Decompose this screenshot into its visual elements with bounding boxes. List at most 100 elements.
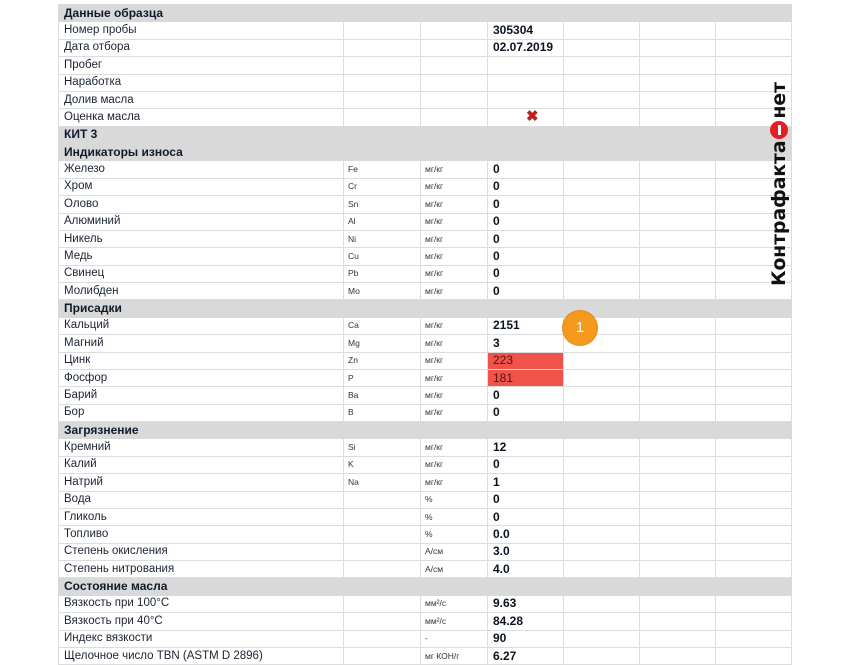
empty-cell [639, 281, 716, 301]
empty-cell [639, 525, 716, 544]
empty-cell [714, 473, 793, 492]
element-symbol: Fe [343, 160, 421, 179]
empty-cell [563, 264, 640, 284]
value-cell: 6.27 [487, 646, 564, 665]
empty-cell [563, 73, 640, 92]
table-row: Хром Cr мг/кг 0 [58, 177, 793, 197]
empty-cell [714, 21, 793, 40]
value-cell: 90 [487, 629, 564, 648]
unit-cell: мг/кг [420, 351, 488, 370]
row-label: Калий [58, 455, 344, 475]
empty-cell [714, 525, 793, 544]
section-header-row: Индикаторы износа [57, 142, 793, 162]
unit-cell: мг/кг [420, 160, 488, 179]
value-cell: 0 [487, 490, 564, 509]
highlighted-value-cell: 223 [487, 351, 564, 370]
value-cell: 0 [487, 264, 564, 284]
empty-cell [714, 351, 793, 370]
table-row: Кальций Ca мг/кг 2151 [58, 316, 793, 336]
table-row: Пробег [58, 56, 793, 75]
section-title: Данные образца [57, 3, 793, 23]
empty-cell [639, 368, 716, 388]
element-symbol: Ni [343, 229, 421, 249]
unit-cell: мг/кг [420, 212, 488, 231]
element-symbol: Zn [343, 351, 421, 370]
element-symbol: Ba [343, 386, 421, 405]
element-symbol: B [343, 403, 421, 423]
value-cell: 3 [487, 334, 564, 353]
empty-cell [563, 247, 640, 266]
section-header-row: Данные образца [57, 3, 793, 23]
unit-cell: мг/кг [420, 334, 488, 353]
unit-cell: % [420, 525, 488, 544]
row-label: Наработка [58, 73, 344, 92]
row-label: Алюминий [58, 212, 344, 231]
unit-cell: мг/кг [420, 455, 488, 475]
row-label: Гликоль [58, 507, 344, 527]
table-row: Вязкость при 40°C мм²/с 84.28 [58, 612, 793, 631]
element-symbol [343, 73, 421, 92]
value-cell: 0 [487, 403, 564, 423]
empty-cell [639, 21, 716, 40]
value-cell: 02.07.2019 [487, 38, 564, 58]
row-label: Натрий [58, 473, 344, 492]
row-label: Бор [58, 403, 344, 423]
empty-cell [639, 490, 716, 509]
table-body: Данные образца Номер пробы 305304 Дата отбо… [57, 3, 793, 665]
value-cell: 84.28 [487, 612, 564, 631]
empty-cell [563, 507, 640, 527]
empty-cell [714, 559, 793, 579]
table-row: Магний Mg мг/кг 3 [58, 334, 793, 353]
element-symbol [343, 525, 421, 544]
empty-cell [714, 542, 793, 562]
empty-cell [714, 316, 793, 336]
unit-cell [420, 108, 488, 127]
highlighted-value-cell: 181 [487, 368, 564, 388]
table-row: Номер пробы 305304 [58, 21, 793, 40]
table-row: Олово Sn мг/кг 0 [58, 195, 793, 214]
unit-cell: мм²/с [420, 612, 488, 631]
row-label: Молибден [58, 281, 344, 301]
unit-cell: мг/кг [420, 438, 488, 457]
element-symbol: Mo [343, 281, 421, 301]
empty-cell [563, 38, 640, 58]
empty-cell [563, 229, 640, 249]
row-label: Долив масла [58, 90, 344, 110]
empty-cell [714, 38, 793, 58]
table-row: Степень нитрования A/см 4.0 [58, 559, 793, 579]
empty-cell [563, 160, 640, 179]
row-label: Номер пробы [58, 21, 344, 40]
element-symbol: Sn [343, 195, 421, 214]
table-row: Медь Cu мг/кг 0 [58, 247, 793, 266]
table-row: Индекс вязкости -90 [58, 629, 793, 648]
row-label: Фосфор [58, 368, 344, 388]
value-cell: 0 [487, 160, 564, 179]
row-label: Оценка масла [58, 108, 344, 127]
row-label: Кремний [58, 438, 344, 457]
row-label: Вязкость при 40°C [58, 612, 344, 631]
value-cell: 305304 [487, 21, 564, 40]
empty-cell [563, 612, 640, 631]
empty-cell [639, 108, 716, 127]
empty-cell [714, 368, 793, 388]
unit-cell [420, 56, 488, 75]
value-cell: 0 [487, 229, 564, 249]
unit-cell: % [420, 507, 488, 527]
empty-cell [563, 212, 640, 231]
empty-cell [714, 629, 793, 648]
empty-cell [639, 612, 716, 631]
table-row: Натрий Na мг/кг 1 [58, 473, 793, 492]
unit-cell: мг КОН/г [420, 646, 488, 665]
unit-cell [420, 38, 488, 58]
element-symbol [343, 490, 421, 509]
value-cell: 12 [487, 438, 564, 457]
unit-cell: A/см [420, 559, 488, 579]
unit-cell: мг/кг [420, 229, 488, 249]
empty-cell [563, 646, 640, 665]
unit-cell: мг/кг [420, 281, 488, 301]
value-cell [487, 90, 564, 110]
empty-cell [639, 73, 716, 92]
empty-cell [714, 594, 793, 614]
section-header-row: Состояние масла [57, 577, 793, 596]
empty-cell [563, 629, 640, 648]
